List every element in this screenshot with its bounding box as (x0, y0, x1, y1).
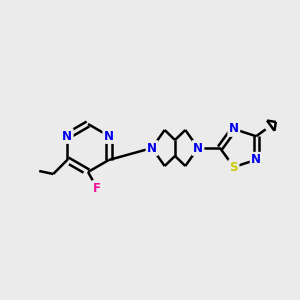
Text: N: N (193, 142, 203, 154)
Text: N: N (104, 130, 114, 142)
Text: S: S (230, 160, 238, 173)
Text: F: F (93, 182, 101, 194)
Text: N: N (251, 153, 261, 166)
Text: N: N (147, 142, 157, 154)
Text: N: N (62, 130, 72, 142)
Text: N: N (229, 122, 239, 136)
